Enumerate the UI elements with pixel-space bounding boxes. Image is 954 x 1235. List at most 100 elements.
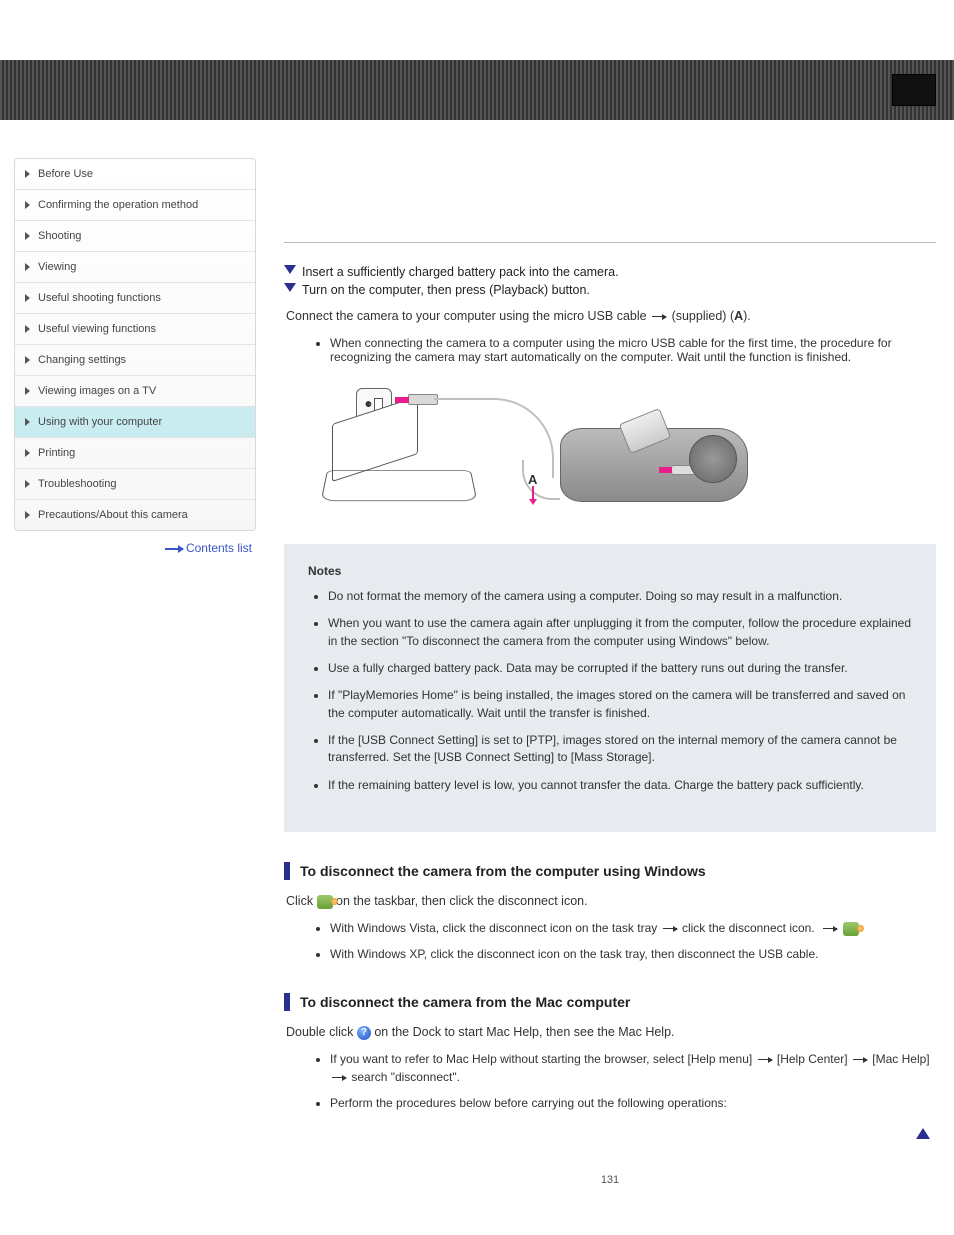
sidebar-item-useful-shooting[interactable]: Useful shooting functions — [15, 283, 255, 314]
step-3-bullets: When connecting the camera to a computer… — [284, 336, 936, 364]
li-text-2: click the disconnect icon. — [682, 921, 815, 935]
section-bar-icon — [284, 862, 290, 880]
sidebar-item-label: Precautions/About this camera — [38, 509, 188, 521]
arrow-right-icon — [332, 1077, 346, 1078]
chevron-right-icon — [25, 356, 30, 364]
section-heading-windows: To disconnect the camera from the comput… — [284, 862, 936, 880]
sidebar-item-before-use[interactable]: Before Use — [15, 159, 255, 190]
page-number: 131 — [284, 1174, 936, 1186]
list-item: Perform the procedures below before carr… — [330, 1094, 936, 1112]
sidebar-item-precautions[interactable]: Precautions/About this camera — [15, 500, 255, 530]
arrow-right-icon — [663, 928, 677, 929]
note-item: When you want to use the camera again af… — [328, 615, 912, 650]
help-icon: ? — [357, 1026, 371, 1040]
step-3-line: Connect the camera to your computer usin… — [284, 307, 936, 326]
step-3-bullet: When connecting the camera to a computer… — [330, 336, 936, 364]
li-text: With Windows Vista, click the disconnect… — [330, 921, 661, 935]
li-b: [Help Center] — [777, 1052, 851, 1066]
sidebar-item-label: Changing settings — [38, 354, 126, 366]
arrow-right-icon — [823, 928, 837, 929]
section-heading-text: To disconnect the camera from the comput… — [300, 863, 706, 879]
chevron-right-icon — [25, 480, 30, 488]
section-heading-mac: To disconnect the camera from the Mac co… — [284, 993, 936, 1011]
arrow-right-icon — [758, 1059, 772, 1060]
sidebar-item-shooting[interactable]: Shooting — [15, 221, 255, 252]
left-column: Before Use Confirming the operation meth… — [14, 158, 256, 555]
note-item: If "PlayMemories Home" is being installe… — [328, 687, 912, 722]
header-band — [0, 60, 954, 120]
arrow-right-icon — [853, 1059, 867, 1060]
section-bar-icon — [284, 993, 290, 1011]
note-item: If the remaining battery level is low, y… — [328, 777, 912, 794]
safe-remove-icon — [843, 922, 859, 936]
chevron-right-icon — [25, 449, 30, 457]
arrow-right-icon — [165, 548, 183, 550]
horizontal-rule — [284, 242, 936, 243]
notes-box: Notes Do not format the memory of the ca… — [284, 544, 936, 833]
sidebar-item-label: Before Use — [38, 168, 93, 180]
sidebar-item-troubleshooting[interactable]: Troubleshooting — [15, 469, 255, 500]
step-3-A: A — [734, 309, 743, 323]
triangle-down-icon — [284, 283, 296, 292]
sidebar-item-printing[interactable]: Printing — [15, 438, 255, 469]
triangle-up-icon — [916, 1128, 930, 1139]
chevron-right-icon — [25, 170, 30, 178]
sidebar-item-tv[interactable]: Viewing images on a TV — [15, 376, 255, 407]
sidebar-item-changing-settings[interactable]: Changing settings — [15, 345, 255, 376]
list-item: With Windows Vista, click the disconnect… — [330, 919, 936, 937]
sidebar-item-label: Printing — [38, 447, 75, 459]
connection-illustration: ⚈ A — [284, 368, 936, 536]
notes-heading: Notes — [308, 564, 912, 578]
mac-body: Double click ? on the Dock to start Mac … — [284, 1023, 936, 1042]
p-text-2: on the Dock to start Mac Help, then see … — [374, 1025, 674, 1039]
step-2-text: Turn on the computer, then press (Playba… — [302, 283, 590, 297]
sidebar-item-computer[interactable]: Using with your computer — [15, 407, 255, 438]
sidebar-item-label: Using with your computer — [38, 416, 162, 428]
sidebar-item-label: Useful shooting functions — [38, 292, 161, 304]
chevron-right-icon — [25, 263, 30, 271]
li-c: [Mac Help] — [872, 1052, 929, 1066]
back-to-top-link[interactable] — [284, 1126, 936, 1140]
windows-body: Click on the taskbar, then click the dis… — [284, 892, 936, 911]
notes-list: Do not format the memory of the camera u… — [308, 588, 912, 795]
step-3-postA: ). — [743, 309, 751, 323]
contents-list-link[interactable]: Contents list — [14, 531, 256, 555]
note-item: If the [USB Connect Setting] is set to [… — [328, 732, 912, 767]
note-item: Do not format the memory of the camera u… — [328, 588, 912, 605]
step-1-text: Insert a sufficiently charged battery pa… — [302, 265, 619, 279]
li-d: search "disconnect". — [351, 1070, 460, 1084]
sidebar-item-label: Shooting — [38, 230, 81, 242]
p-text: Click — [286, 894, 317, 908]
label-A-arrow-icon — [532, 486, 534, 500]
step-3-paren: (supplied) — [672, 309, 727, 323]
step-2: Turn on the computer, then press (Playba… — [284, 283, 936, 297]
chevron-right-icon — [25, 325, 30, 333]
camera-door-icon — [619, 408, 672, 454]
label-A: A — [528, 472, 537, 487]
list-item: With Windows XP, click the disconnect ic… — [330, 945, 936, 963]
windows-bullets: With Windows Vista, click the disconnect… — [284, 919, 936, 963]
section-heading-text: To disconnect the camera from the Mac co… — [300, 994, 630, 1010]
sidebar-item-label: Confirming the operation method — [38, 199, 198, 211]
sidebar-item-viewing[interactable]: Viewing — [15, 252, 255, 283]
li-a: If you want to refer to Mac Help without… — [330, 1052, 756, 1066]
sidebar-item-confirming[interactable]: Confirming the operation method — [15, 190, 255, 221]
micro-usb-plug-icon — [671, 465, 697, 475]
triangle-down-icon — [284, 265, 296, 274]
chevron-right-icon — [25, 511, 30, 519]
chevron-right-icon — [25, 232, 30, 240]
safe-remove-icon — [317, 895, 333, 909]
chevron-right-icon — [25, 201, 30, 209]
note-item: Use a fully charged battery pack. Data m… — [328, 660, 912, 677]
camera-icon — [560, 428, 748, 502]
chevron-right-icon — [25, 387, 30, 395]
step-3-pre: Connect the camera to your computer usin… — [286, 309, 647, 323]
main-content: Insert a sufficiently charged battery pa… — [284, 158, 940, 1186]
list-item: If you want to refer to Mac Help without… — [330, 1050, 936, 1086]
sidebar-item-useful-viewing[interactable]: Useful viewing functions — [15, 314, 255, 345]
sidebar-item-label: Viewing — [38, 261, 76, 273]
mac-bullets: If you want to refer to Mac Help without… — [284, 1050, 936, 1112]
sidebar-item-label: Useful viewing functions — [38, 323, 156, 335]
contents-list-label: Contents list — [186, 541, 252, 555]
sidebar-item-label: Viewing images on a TV — [38, 385, 156, 397]
